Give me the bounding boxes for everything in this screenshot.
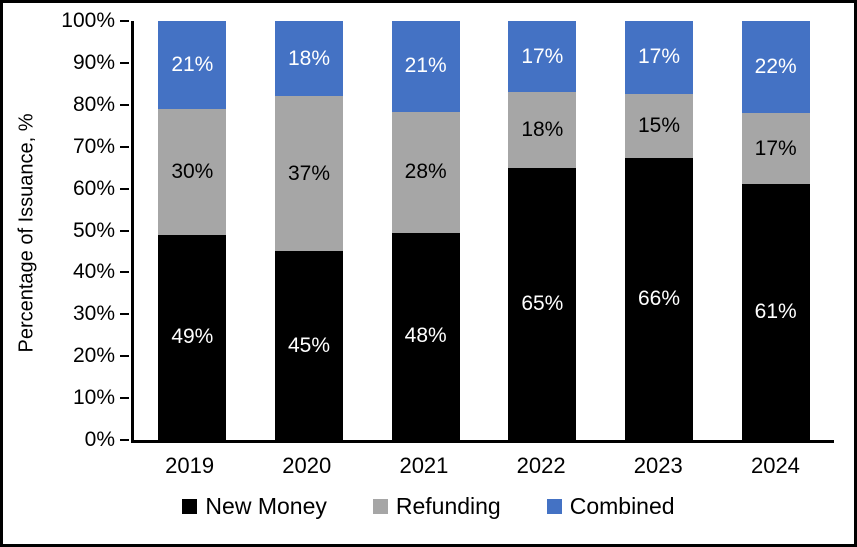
bar-column: 48% 28% 21% [367,21,484,440]
legend-item-refunding: Refunding [372,493,501,520]
stacked-bar: 65% 18% 17% [508,21,577,440]
y-tick-mark [120,145,129,148]
y-tick-mark [120,187,129,190]
legend: New Money Refunding Combined [3,493,854,520]
y-tick-label: 60% [72,176,115,200]
stacked-bar: 49% 30% 21% [158,21,227,440]
bar-column: 61% 17% 22% [717,21,834,440]
data-label: 66% [638,286,681,310]
bar-segment-new-money: 49% [158,234,227,440]
y-tick-label: 50% [72,218,115,242]
bar-segment-refunding: 37% [275,96,343,252]
bar-segment-combined: 18% [275,21,343,97]
data-label: 45% [287,333,331,357]
data-label: 15% [638,113,681,137]
bar-segment-new-money: 45% [275,251,343,440]
y-tick-label: 70% [72,134,115,158]
y-tick-label: 40% [72,260,115,284]
bar-segment-new-money: 48% [391,232,460,440]
bar-segment-refunding: 17% [741,113,810,185]
bar-segment-combined: 21% [158,21,227,110]
data-label: 21% [171,53,214,77]
y-tick-mark [120,61,129,64]
bar-column: 65% 18% 17% [484,21,601,440]
bar-segment-combined: 21% [391,21,460,112]
bar-segment-refunding: 18% [508,92,577,168]
bar-segment-refunding: 30% [158,109,227,235]
y-tick-label: 100% [61,9,115,32]
data-label: 28% [404,160,447,184]
data-label: 30% [171,159,214,183]
y-tick-label: 10% [72,386,115,410]
bar-column: 45% 37% 18% [251,21,368,440]
x-tick-label: 2024 [750,453,800,478]
y-tick-mark [120,313,129,316]
y-tick-label: 30% [72,302,115,326]
data-label: 37% [287,161,331,185]
bar-segment-refunding: 28% [391,111,460,233]
bar-segment-new-money: 61% [741,184,810,440]
y-tick-label: 20% [72,344,115,368]
data-label: 18% [287,46,331,70]
legend-item-combined: Combined [546,493,675,520]
legend-swatch [546,499,562,514]
legend-swatch [182,499,198,514]
y-tick-mark [120,355,129,358]
stacked-bar: 61% 17% 22% [741,21,810,440]
bar-segment-combined: 17% [508,21,577,93]
stacked-bar: 66% 15% 17% [625,21,694,440]
legend-label: New Money [205,493,327,519]
bar-column: 49% 30% 21% [134,21,251,440]
data-label: 17% [521,44,564,68]
legend-item-new-money: New Money [182,493,327,520]
y-tick-label: 90% [72,50,115,74]
stacked-bar: 48% 28% 21% [391,21,460,440]
legend-swatch [372,499,388,514]
y-tick-mark [120,20,129,22]
bar-column: 66% 15% 17% [601,21,718,440]
data-label: 49% [171,325,214,349]
x-tick-label: 2019 [165,453,215,478]
stacked-bar: 45% 37% 18% [275,21,343,440]
y-tick-mark [120,229,129,232]
y-tick-mark [120,439,129,441]
legend-label: Combined [569,493,675,519]
x-tick-label: 2022 [516,453,566,478]
bar-segment-refunding: 15% [625,93,694,158]
x-tick-label: 2020 [282,453,332,478]
data-label: 17% [754,136,797,160]
bars-container: 49% 30% 21% 45% 37% 18% 48% 28% 21% 65% 18% 17% 66% 1… [134,21,834,440]
data-label: 61% [754,300,797,324]
bar-segment-combined: 22% [741,21,810,114]
legend-label: Refunding [395,493,501,519]
bar-segment-combined: 17% [625,21,694,94]
data-label: 22% [754,55,797,79]
plot-area: 49% 30% 21% 45% 37% 18% 48% 28% 21% 65% 18% 17% 66% 1… [131,21,834,443]
y-tick-label: 0% [84,428,115,451]
y-tick-label: 80% [72,92,115,116]
x-axis: 2019 2020 2021 2022 2023 2024 [131,453,834,479]
bar-segment-new-money: 66% [625,157,694,440]
y-tick-mark [120,397,129,400]
y-tick-mark [120,103,129,106]
data-label: 21% [404,54,447,78]
x-tick-label: 2021 [399,453,449,478]
bar-segment-new-money: 65% [508,167,577,440]
y-tick-mark [120,271,129,274]
data-label: 48% [404,324,447,348]
data-label: 18% [521,117,564,141]
y-axis: 0% 10% 20% 30% 40% 50% 60% 70% 80% 90% 100% [3,3,131,463]
x-tick-label: 2023 [633,453,683,478]
data-label: 65% [521,291,564,315]
data-label: 17% [638,45,681,69]
